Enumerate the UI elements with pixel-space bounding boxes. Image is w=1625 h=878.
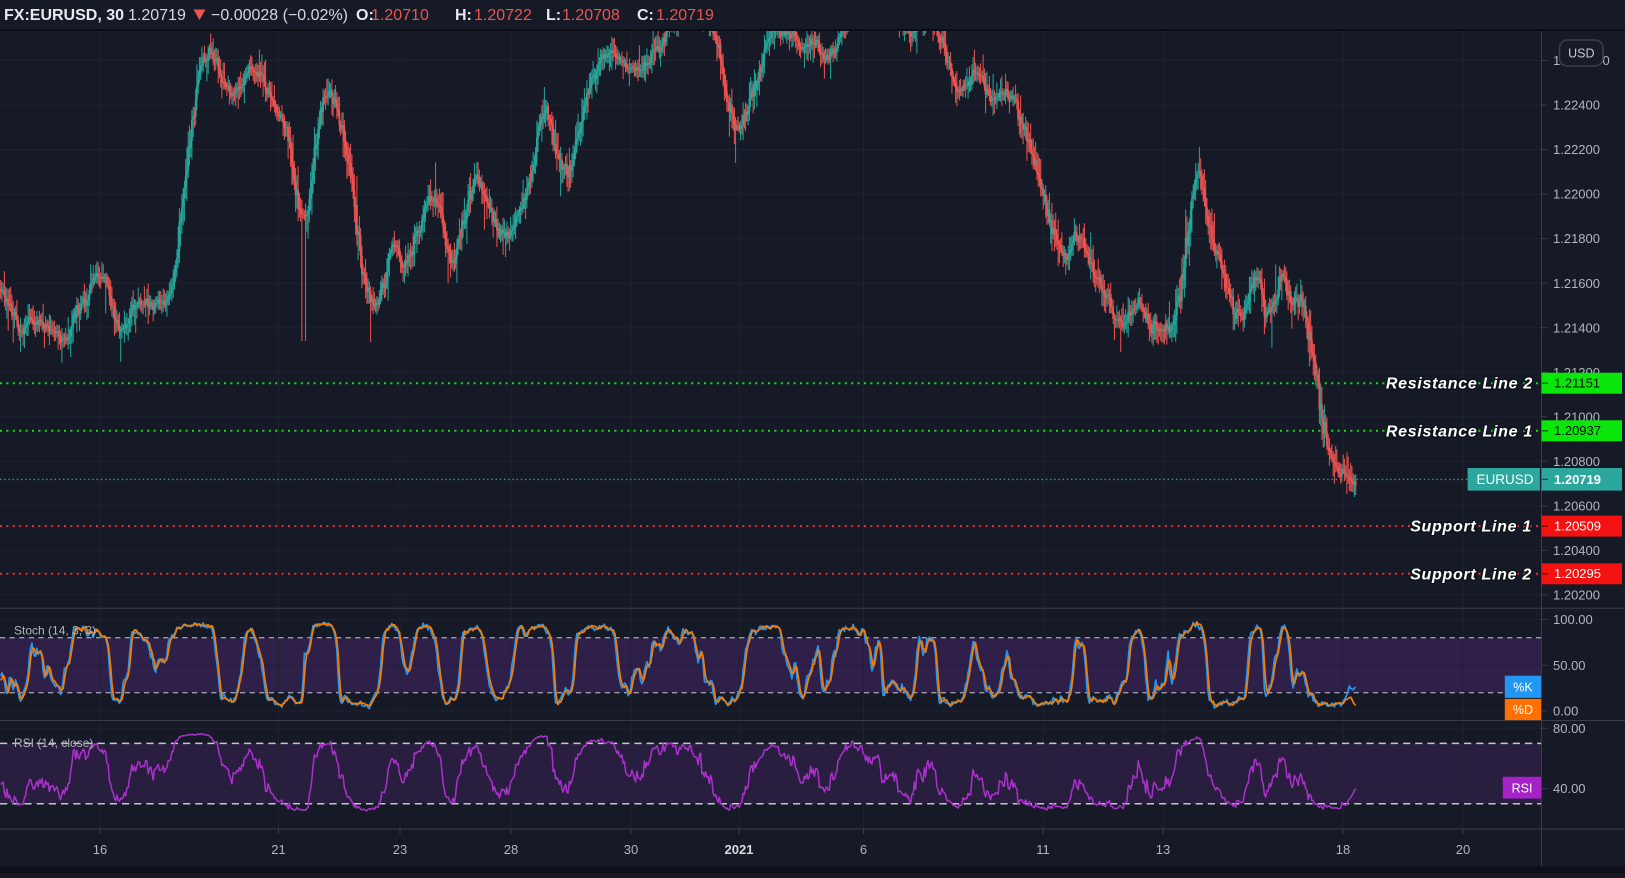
svg-text:16: 16	[93, 842, 107, 857]
svg-text:1.20295: 1.20295	[1554, 566, 1601, 581]
svg-text:Resistance Line 1: Resistance Line 1	[1386, 423, 1533, 440]
svg-text:1.21800: 1.21800	[1553, 231, 1600, 246]
svg-text:1.20722: 1.20722	[474, 7, 532, 24]
svg-text:2021: 2021	[725, 842, 754, 857]
svg-text:6: 6	[860, 842, 867, 857]
svg-text:40.00: 40.00	[1553, 781, 1586, 796]
svg-text:1.21151: 1.21151	[1554, 376, 1600, 391]
svg-text:1.20719: 1.20719	[656, 7, 714, 24]
svg-text:EURUSD: EURUSD	[1476, 472, 1533, 487]
svg-text:Resistance Line 2: Resistance Line 2	[1386, 376, 1533, 393]
svg-text:0.00: 0.00	[1553, 704, 1578, 719]
svg-text:50.00: 50.00	[1553, 658, 1586, 673]
svg-text:21: 21	[271, 842, 285, 857]
svg-text:28: 28	[504, 842, 518, 857]
svg-text:13: 13	[1156, 842, 1170, 857]
svg-text:100.00: 100.00	[1553, 612, 1593, 627]
svg-text:20: 20	[1456, 842, 1470, 857]
svg-text:30: 30	[624, 842, 638, 857]
svg-text:−0.00028 (−0.02%): −0.00028 (−0.02%)	[211, 7, 348, 24]
svg-text:L:: L:	[546, 7, 561, 24]
svg-text:1.20800: 1.20800	[1553, 454, 1600, 469]
svg-text:1.22200: 1.22200	[1553, 142, 1600, 157]
svg-text:0: 0	[1603, 53, 1610, 68]
svg-text:Support Line 1: Support Line 1	[1410, 519, 1532, 536]
svg-text:RSI (14, close): RSI (14, close)	[14, 736, 93, 750]
svg-text:%K: %K	[1513, 681, 1533, 695]
svg-text:1.21400: 1.21400	[1553, 320, 1600, 335]
svg-text:1.20200: 1.20200	[1553, 588, 1600, 603]
svg-text:1.20719: 1.20719	[128, 7, 186, 24]
svg-text:C:: C:	[637, 7, 654, 24]
svg-text:FX:EURUSD, 30: FX:EURUSD, 30	[4, 7, 124, 24]
svg-text:80.00: 80.00	[1553, 721, 1586, 736]
svg-text:1.20719: 1.20719	[1554, 472, 1601, 487]
svg-text:11: 11	[1036, 842, 1050, 857]
svg-text:Stoch (14, 3, 3): Stoch (14, 3, 3)	[14, 624, 96, 638]
svg-text:1.20708: 1.20708	[562, 7, 620, 24]
svg-text:1.20509: 1.20509	[1554, 519, 1601, 534]
svg-text:%D: %D	[1513, 703, 1533, 717]
svg-text:18: 18	[1336, 842, 1350, 857]
svg-text:1.20600: 1.20600	[1553, 499, 1600, 514]
svg-text:23: 23	[393, 842, 407, 857]
svg-text:1.20937: 1.20937	[1554, 423, 1601, 438]
svg-text:1.22400: 1.22400	[1553, 98, 1600, 113]
svg-text:O:: O:	[356, 7, 374, 24]
svg-text:1.21600: 1.21600	[1553, 276, 1600, 291]
svg-text:1.20400: 1.20400	[1553, 543, 1600, 558]
svg-text:1.20710: 1.20710	[371, 7, 429, 24]
svg-text:Support Line 2: Support Line 2	[1410, 566, 1532, 583]
svg-text:RSI: RSI	[1512, 782, 1533, 796]
svg-text:USD: USD	[1568, 47, 1594, 61]
svg-text:1.22000: 1.22000	[1553, 187, 1600, 202]
svg-text:H:: H:	[455, 7, 472, 24]
